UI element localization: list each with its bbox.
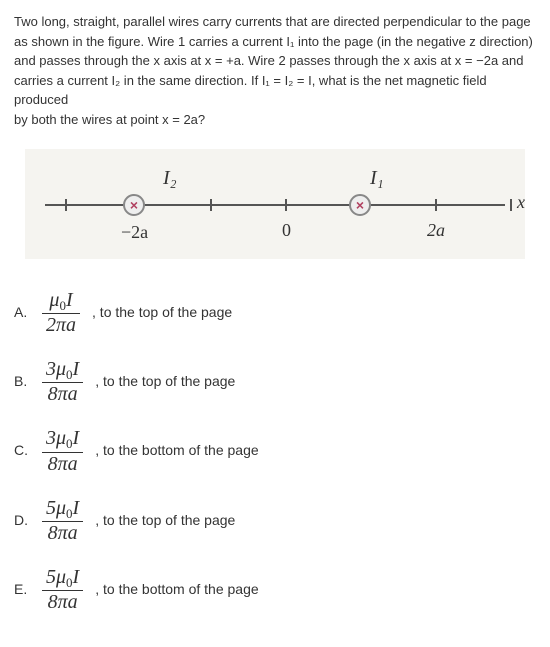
- label-zero: 0: [282, 217, 291, 244]
- tick: [510, 199, 512, 211]
- fraction: 5μ0I 8πa: [42, 566, 83, 613]
- line: by both the wires at point x = 2a?: [14, 112, 205, 127]
- choice-letter: C.: [14, 440, 42, 461]
- label-I1: I₁: [370, 163, 384, 193]
- line: carries a current I₂ in the same directi…: [14, 73, 487, 108]
- tick: [65, 199, 67, 211]
- line: and passes through the x axis at x = +a.…: [14, 53, 523, 68]
- tick-2a: [435, 199, 437, 211]
- direction: , to the top of the page: [95, 371, 235, 392]
- choice-letter: D.: [14, 510, 42, 531]
- fraction: 3μ0I 8πa: [42, 427, 83, 474]
- label-x: x: [517, 189, 525, 216]
- wire2-marker: ×: [123, 194, 145, 216]
- tick-origin: [285, 199, 287, 211]
- choice-letter: A.: [14, 302, 42, 323]
- line: as shown in the figure. Wire 1 carries a…: [14, 34, 533, 49]
- label-neg2a: −2a: [121, 219, 148, 246]
- problem-statement: Two long, straight, parallel wires carry…: [14, 12, 536, 129]
- tick: [210, 199, 212, 211]
- answer-choices: A. μ0I 2πa , to the top of the page B. 3…: [14, 289, 536, 613]
- wire1-marker: ×: [349, 194, 371, 216]
- direction: , to the top of the page: [92, 302, 232, 323]
- choice-E: E. 5μ0I 8πa , to the bottom of the page: [14, 566, 536, 613]
- direction: , to the top of the page: [95, 510, 235, 531]
- choice-B: B. 3μ0I 8πa , to the top of the page: [14, 358, 536, 405]
- label-I2: I₂: [163, 163, 177, 193]
- choice-letter: B.: [14, 371, 42, 392]
- fraction: μ0I 2πa: [42, 289, 80, 336]
- choice-D: D. 5μ0I 8πa , to the top of the page: [14, 497, 536, 544]
- direction: , to the bottom of the page: [95, 440, 258, 461]
- label-2a: 2a: [427, 217, 445, 244]
- fraction: 3μ0I 8πa: [42, 358, 83, 405]
- figure: × × I₂ I₁ −2a 0 2a x: [25, 149, 525, 259]
- choice-C: C. 3μ0I 8πa , to the bottom of the page: [14, 427, 536, 474]
- choice-letter: E.: [14, 579, 42, 600]
- fraction: 5μ0I 8πa: [42, 497, 83, 544]
- line: Two long, straight, parallel wires carry…: [14, 14, 531, 29]
- direction: , to the bottom of the page: [95, 579, 258, 600]
- choice-A: A. μ0I 2πa , to the top of the page: [14, 289, 536, 336]
